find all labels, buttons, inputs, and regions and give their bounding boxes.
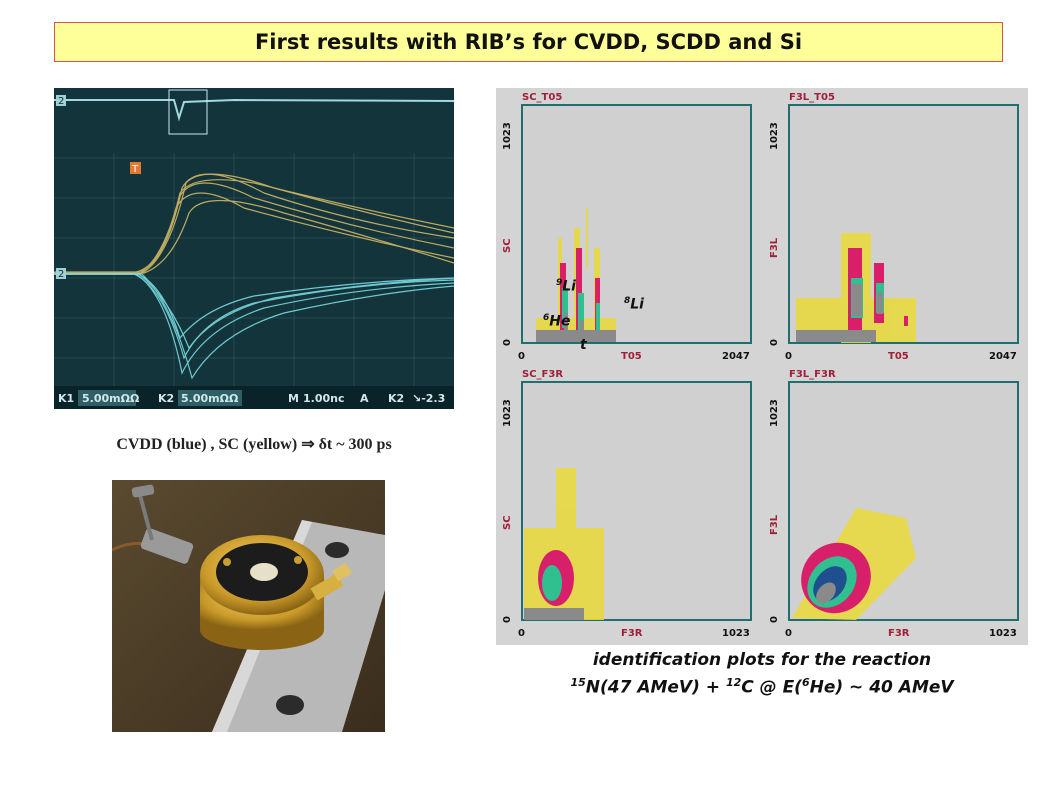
plot-xlabel-sc-t05: T05 [621,351,642,362]
channel-2-top-marker: 2 [58,96,64,107]
sc-f3r-scatter [524,468,604,620]
annotation-he6: 6He [543,313,571,330]
plot-ylabel-f3l-t05: F3L [769,237,780,258]
plot-ymin-sc-f3r: 0 [502,616,513,623]
plot-xmin-sc-f3r: 0 [518,628,525,639]
scope-timebase: 1.00nc [303,392,345,405]
plot-ymax-f3l-t05: 1023 [769,122,780,150]
channel-2-mid-marker: 2 [58,269,64,280]
scope-m-label: M [288,392,299,405]
scope-k1-value: 5.00mΩΩ [82,392,140,405]
plot-xlabel-sc-f3r: F3R [621,628,643,639]
identification-plots: SC_T05 F3L_T05 SC_F3R F3L_F3R T05 T05 F3… [496,88,1028,645]
plot-xlabel-f3l-f3r: F3R [888,628,910,639]
plot-ymin-sc-t05: 0 [502,339,513,346]
plot-ymin-f3l-f3r: 0 [769,616,780,623]
scope-trigger-level: ↘-2.3 [412,392,445,405]
plot-xlabel-f3l-t05: T05 [888,351,909,362]
scope-k2-value: 5.00mΩΩ [181,392,239,405]
plot-ymax-sc-t05: 1023 [502,122,513,150]
plot-ylabel-sc-f3r: SC [502,515,513,530]
plots-caption-line2: 15N(47 AMeV) + 12C @ E(6He) ~ 40 AMeV [570,676,954,698]
scope-a-label: A [360,392,369,405]
trigger-marker: T [131,164,139,175]
f3l-t05-scatter [796,233,916,343]
scope-k2-label: K2 [158,392,174,405]
plot-ylabel-f3l-f3r: F3L [769,514,780,535]
scope-trigger-channel: K2 [388,392,404,405]
scope-caption: CVDD (blue) , SC (yellow) ⇒ δt ~ 300 ps [116,436,392,453]
plot-title-f3l-f3r: F3L_F3R [789,369,836,380]
plot-xmax-f3l-t05: 2047 [989,351,1017,362]
detector-photo [112,480,385,732]
annotation-li8: 8Li [624,296,644,313]
oscilloscope-image: 2 2 T K1 5.00mΩΩ K2 5.00mΩΩ M 1.00nc A K… [54,88,454,409]
plot-xmin-sc-t05: 0 [518,351,525,362]
plot-title-f3l-t05: F3L_T05 [789,92,835,103]
plots-caption-line1: identification plots for the reaction [592,650,932,670]
sc-t05-scatter [536,208,616,342]
plot-ymin-f3l-t05: 0 [769,339,780,346]
plot-xmin-f3l-t05: 0 [785,351,792,362]
plot-xmax-sc-t05: 2047 [722,351,750,362]
annotation-li9: 9Li [556,278,576,295]
slide-title: First results with RIB’s for CVDD, SCDD … [54,22,1003,62]
plot-ylabel-sc-t05: SC [502,238,513,253]
plot-ymax-sc-f3r: 1023 [502,399,513,427]
plot-xmax-f3l-f3r: 1023 [989,628,1017,639]
scope-k1-label: K1 [58,392,74,405]
annotation-triton: t [580,337,587,353]
plot-ymax-f3l-f3r: 1023 [769,399,780,427]
plot-title-sc-t05: SC_T05 [522,92,562,103]
plot-title-sc-f3r: SC_F3R [522,369,563,380]
plot-xmax-sc-f3r: 1023 [722,628,750,639]
f3l-f3r-scatter [792,508,916,620]
plot-xmin-f3l-f3r: 0 [785,628,792,639]
